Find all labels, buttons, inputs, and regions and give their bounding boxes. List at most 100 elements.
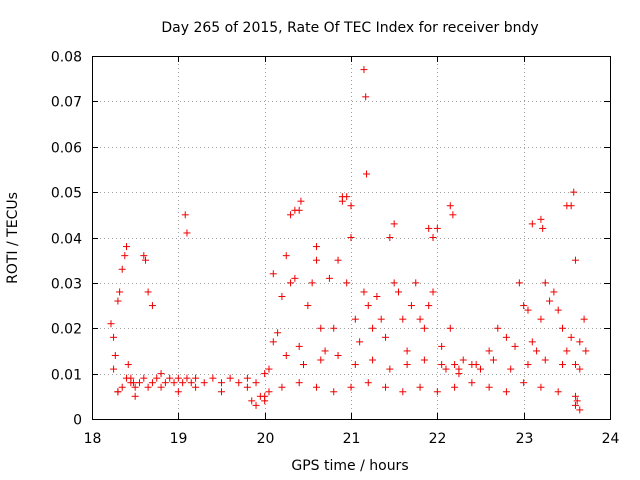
data-point bbox=[364, 302, 372, 310]
data-point bbox=[576, 406, 584, 414]
data-point bbox=[416, 383, 424, 391]
data-point bbox=[192, 383, 200, 391]
data-point bbox=[343, 279, 351, 287]
data-point bbox=[429, 234, 437, 241]
data-point bbox=[446, 324, 454, 332]
data-point bbox=[507, 365, 515, 373]
data-point bbox=[334, 256, 342, 264]
data-point bbox=[161, 379, 169, 387]
data-point bbox=[528, 338, 536, 346]
data-point bbox=[377, 315, 385, 323]
x-tick-label: 18 bbox=[84, 431, 102, 447]
data-point bbox=[502, 333, 510, 341]
data-point bbox=[334, 351, 342, 359]
data-point bbox=[218, 388, 225, 396]
data-point bbox=[256, 392, 264, 400]
data-point bbox=[576, 338, 584, 346]
data-point bbox=[107, 320, 115, 328]
data-point bbox=[524, 306, 532, 314]
data-point bbox=[472, 361, 480, 369]
data-point bbox=[541, 279, 549, 287]
data-point bbox=[252, 379, 260, 387]
data-point bbox=[449, 211, 457, 219]
data-point bbox=[312, 243, 320, 251]
data-point bbox=[111, 351, 119, 359]
data-point bbox=[573, 397, 581, 405]
data-point bbox=[261, 370, 269, 378]
data-point bbox=[420, 324, 428, 332]
data-point bbox=[265, 365, 273, 373]
data-point bbox=[567, 202, 575, 210]
data-point bbox=[308, 279, 316, 287]
data-point bbox=[567, 333, 575, 341]
data-point bbox=[363, 170, 371, 178]
data-point bbox=[131, 383, 139, 391]
data-points bbox=[107, 66, 590, 414]
data-point bbox=[429, 288, 437, 296]
data-point bbox=[153, 374, 161, 382]
data-point bbox=[468, 379, 476, 387]
data-point bbox=[192, 374, 200, 382]
data-point bbox=[287, 211, 295, 219]
data-point bbox=[571, 361, 579, 369]
data-point bbox=[110, 365, 118, 373]
data-point bbox=[166, 374, 174, 382]
data-point bbox=[364, 379, 372, 387]
data-point bbox=[317, 356, 325, 364]
data-point bbox=[425, 224, 433, 232]
data-point bbox=[451, 383, 459, 391]
data-point bbox=[485, 347, 493, 355]
data-point bbox=[291, 274, 299, 282]
data-point bbox=[433, 388, 441, 396]
data-point bbox=[243, 374, 251, 382]
data-point bbox=[226, 374, 234, 382]
data-point bbox=[582, 347, 590, 355]
data-point bbox=[110, 333, 118, 341]
data-point bbox=[425, 302, 433, 310]
data-point bbox=[403, 361, 411, 369]
data-point bbox=[321, 347, 329, 355]
data-point bbox=[369, 356, 377, 364]
y-tick-label: 0.03 bbox=[51, 277, 82, 293]
data-point bbox=[373, 292, 381, 300]
x-axis-label: GPS time / hours bbox=[291, 458, 408, 474]
y-tick-label: 0.02 bbox=[51, 322, 82, 338]
data-point bbox=[494, 324, 502, 332]
data-point bbox=[135, 379, 143, 387]
data-point bbox=[537, 315, 545, 323]
y-tick-label: 0.08 bbox=[51, 50, 82, 66]
data-point bbox=[399, 388, 407, 396]
data-point bbox=[571, 392, 579, 400]
data-point bbox=[399, 315, 407, 323]
data-point bbox=[330, 324, 338, 332]
data-point bbox=[330, 388, 338, 396]
data-point bbox=[114, 388, 122, 396]
data-point bbox=[123, 243, 131, 251]
data-point bbox=[362, 93, 370, 101]
y-tick-label: 0 bbox=[73, 413, 82, 429]
data-point bbox=[412, 279, 420, 287]
data-point bbox=[295, 379, 303, 387]
data-point bbox=[390, 279, 398, 287]
data-point bbox=[295, 206, 303, 214]
data-point bbox=[351, 315, 359, 323]
data-point bbox=[420, 356, 428, 364]
data-point bbox=[282, 351, 290, 359]
data-point bbox=[278, 383, 286, 391]
data-point bbox=[140, 374, 148, 382]
data-point bbox=[515, 279, 523, 287]
data-point bbox=[200, 379, 208, 387]
data-point bbox=[265, 388, 273, 396]
data-point bbox=[485, 383, 493, 391]
data-point bbox=[570, 188, 578, 196]
data-point bbox=[459, 356, 467, 364]
data-point bbox=[131, 392, 139, 400]
data-point bbox=[170, 379, 178, 387]
data-point bbox=[571, 401, 579, 409]
x-tick-label: 23 bbox=[516, 431, 534, 447]
data-point bbox=[446, 202, 454, 210]
data-point bbox=[297, 197, 305, 205]
data-point bbox=[528, 220, 536, 228]
